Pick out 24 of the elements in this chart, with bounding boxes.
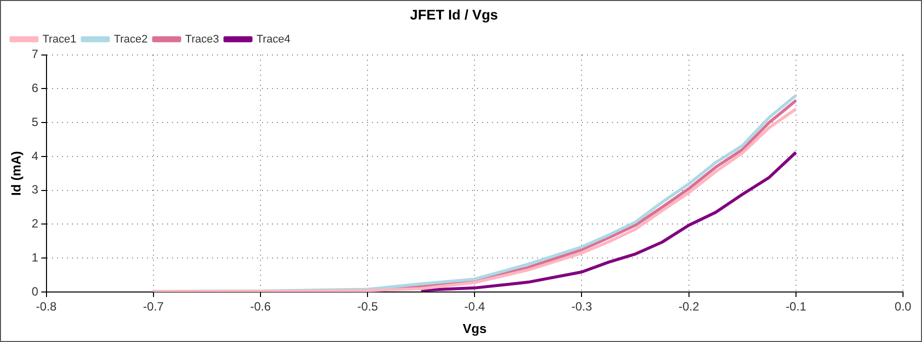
legend-label: Trace1 bbox=[42, 33, 76, 46]
x-tick-label: -0.3 bbox=[571, 300, 592, 314]
x-tick-label: -0.7 bbox=[143, 300, 164, 314]
x-tick-label: -0.2 bbox=[678, 300, 700, 314]
y-tick-label: 6 bbox=[32, 81, 39, 95]
y-tick-label: 7 bbox=[32, 47, 39, 62]
x-tick-label: 0.0 bbox=[894, 300, 912, 314]
x-tick-label: -0.4 bbox=[464, 300, 486, 314]
y-tick-label: 2 bbox=[32, 216, 39, 231]
x-tick-label: -0.8 bbox=[36, 300, 57, 314]
legend-label: Trace4 bbox=[256, 33, 290, 46]
chart-title: JFET Id / Vgs bbox=[410, 6, 498, 22]
y-tick-label: 5 bbox=[32, 114, 39, 129]
legend-label: Trace3 bbox=[185, 33, 219, 46]
y-tick-label: 1 bbox=[32, 250, 39, 264]
y-axis-title: Id (mA) bbox=[8, 151, 24, 196]
y-tick-label: 4 bbox=[32, 148, 39, 163]
x-tick-label: -0.5 bbox=[357, 300, 378, 314]
y-tick-label: 0 bbox=[32, 284, 39, 298]
legend-label: Trace2 bbox=[114, 33, 148, 46]
x-tick-label: -0.6 bbox=[250, 300, 272, 314]
x-tick-label: -0.1 bbox=[786, 300, 807, 314]
y-tick-label: 3 bbox=[32, 182, 39, 197]
x-axis-title: Vgs bbox=[462, 320, 487, 336]
